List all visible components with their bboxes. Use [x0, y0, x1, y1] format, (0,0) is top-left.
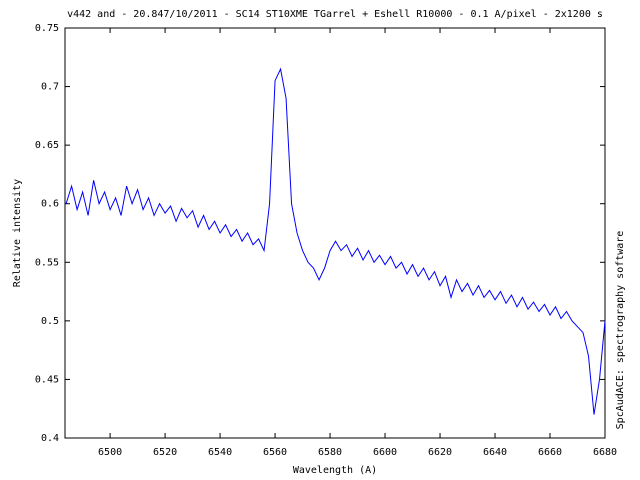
spectrum-line — [65, 67, 606, 415]
x-tick-label: 6600 — [373, 447, 397, 458]
x-axis-label: Wavelength (A) — [293, 465, 377, 476]
y-axis-label: Relative intensity — [12, 179, 23, 287]
x-tick-label: 6580 — [318, 447, 342, 458]
y-tick-label: 0.45 — [35, 374, 59, 385]
y-tick-label: 0.5 — [41, 316, 59, 327]
y-tick-label: 0.55 — [35, 257, 59, 268]
y-tick-label: 0.65 — [35, 140, 59, 151]
x-tick-label: 6660 — [538, 447, 562, 458]
x-tick-label: 6620 — [428, 447, 452, 458]
y-tick-label: 0.4 — [41, 433, 59, 444]
x-tick-label: 6540 — [208, 447, 232, 458]
y-tick-label: 0.7 — [41, 82, 59, 93]
x-tick-label: 6680 — [593, 447, 617, 458]
x-tick-label: 6520 — [153, 447, 177, 458]
software-note: SpcAudACE: spectrography software — [615, 231, 626, 430]
x-tick-label: 6560 — [263, 447, 287, 458]
x-tick-label: 6500 — [98, 447, 122, 458]
chart-title: v442 and - 20.847/10/2011 - SC14 ST10XME… — [67, 9, 603, 20]
x-tick-label: 6640 — [483, 447, 507, 458]
plot-frame — [64, 27, 606, 439]
y-tick-label: 0.75 — [35, 23, 59, 34]
y-tick-label: 0.6 — [41, 199, 59, 210]
